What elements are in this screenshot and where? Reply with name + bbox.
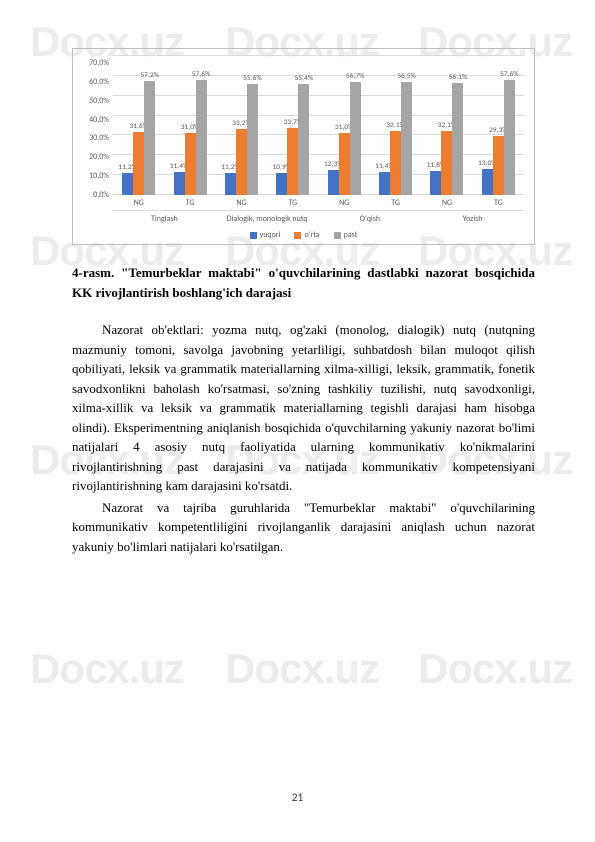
x-group-label: Tinglash [113,210,216,224]
chart-bar: 10,9% [276,173,287,195]
x-axis-groups: TinglashDialogik, monologik nutqO'qishYo… [83,210,524,224]
chart-container: 70,0%60,0%50,0%40,0%30,0%20,0%10,0%0,0% … [72,48,535,245]
chart-bar: 31,0% [339,133,350,195]
watermark: Docx.uz [225,645,379,693]
chart-bar: 56,1% [452,83,463,195]
chart-bar: 11,4% [379,172,390,195]
watermark: Docx.uz [30,645,184,693]
chart-bar: 32,1% [390,131,401,195]
chart-bar: 13,0% [482,169,493,195]
body-paragraph: Nazorat va tajriba guruhlarida "Temurbek… [72,498,535,557]
legend-item: past [334,230,358,240]
body-paragraph: Nazorat ob'ektlari: yozma nutq, og'zaki … [72,320,535,496]
bar-cluster: 13,0%29,3%57,6% [473,55,524,195]
chart-bar: 33,2% [236,129,247,195]
y-tick: 70,0% [83,59,109,67]
x-group-label: Yozish [421,210,524,224]
x-sub-label: TG [267,195,318,208]
legend-label: yuqori [260,230,281,240]
bar-value-label: 56,1% [449,73,468,82]
x-sub-label: TG [164,195,215,208]
chart-bar: 29,3% [493,136,504,195]
y-tick: 30,0% [83,134,109,142]
bar-cluster: 12,3%31,0%56,7% [319,55,370,195]
y-tick: 10,0% [83,172,109,180]
y-tick: 0,0% [83,191,109,199]
legend-label: o'rta [304,230,319,240]
y-tick: 20,0% [83,153,109,161]
bar-cluster: 11,4%31,0%57,6% [164,55,215,195]
chart-bar: 56,5% [401,82,412,195]
page-number: 21 [0,791,595,804]
chart-bar: 12,3% [328,170,339,195]
chart-plot: 70,0%60,0%50,0%40,0%30,0%20,0%10,0%0,0% … [83,55,524,195]
bar-clusters: 11,2%31,6%57,2%11,4%31,0%57,6%11,2%33,2%… [113,55,524,195]
bar-value-label: 57,6% [192,70,211,79]
bar-value-label: 57,2% [140,71,159,80]
x-group-label: Dialogik, monologik nutq [216,210,319,224]
chart-bar: 57,6% [196,80,207,195]
chart-bar: 57,2% [144,81,155,195]
x-sub-label: NG [421,195,472,208]
figure-caption: 4-rasm. "Temurbeklar maktabi" o'quvchila… [72,263,535,302]
bar-value-label: 55,6% [243,74,262,83]
legend-label: past [344,230,358,240]
bar-cluster: 10,9%33,7%55,4% [267,55,318,195]
chart-bar: 33,7% [287,128,298,195]
legend-item: yuqori [250,230,281,240]
y-axis: 70,0%60,0%50,0%40,0%30,0%20,0%10,0%0,0% [83,55,113,195]
bar-cluster: 11,8%32,1%56,1% [421,55,472,195]
legend-item: o'rta [294,230,319,240]
chart-bar: 11,4% [174,172,185,195]
bar-value-label: 55,4% [294,74,313,83]
x-sub-label: NG [216,195,267,208]
x-group-label: O'qish [319,210,422,224]
y-tick: 40,0% [83,116,109,124]
bar-cluster: 11,2%33,2%55,6% [216,55,267,195]
x-sub-label: TG [473,195,524,208]
bar-cluster: 11,2%31,6%57,2% [113,55,164,195]
legend-swatch [334,232,341,239]
legend-swatch [250,232,257,239]
chart-bar: 32,1% [441,131,452,195]
x-sub-label: NG [319,195,370,208]
chart-bar: 55,6% [247,84,258,195]
bar-value-label: 56,5% [397,72,416,81]
y-tick: 50,0% [83,97,109,105]
bar-value-label: 56,7% [346,72,365,81]
x-axis-sub: NGTGNGTGNGTGNGTG [83,195,524,208]
chart-legend: yuqori o'rta past [83,230,524,240]
chart-bar: 31,0% [185,133,196,195]
chart-bar: 56,7% [350,82,361,195]
y-tick: 60,0% [83,78,109,86]
bar-value-label: 57,6% [500,70,519,79]
chart-bar: 11,2% [225,173,236,195]
watermark: Docx.uz [418,645,572,693]
chart-bar: 11,2% [122,173,133,195]
bar-cluster: 11,4%32,1%56,5% [370,55,421,195]
legend-swatch [294,232,301,239]
chart-bar: 57,6% [504,80,515,195]
chart-bar: 55,4% [298,84,309,195]
chart-bar: 31,6% [133,132,144,195]
x-sub-label: NG [113,195,164,208]
chart-bar: 11,8% [430,171,441,195]
x-sub-label: TG [370,195,421,208]
